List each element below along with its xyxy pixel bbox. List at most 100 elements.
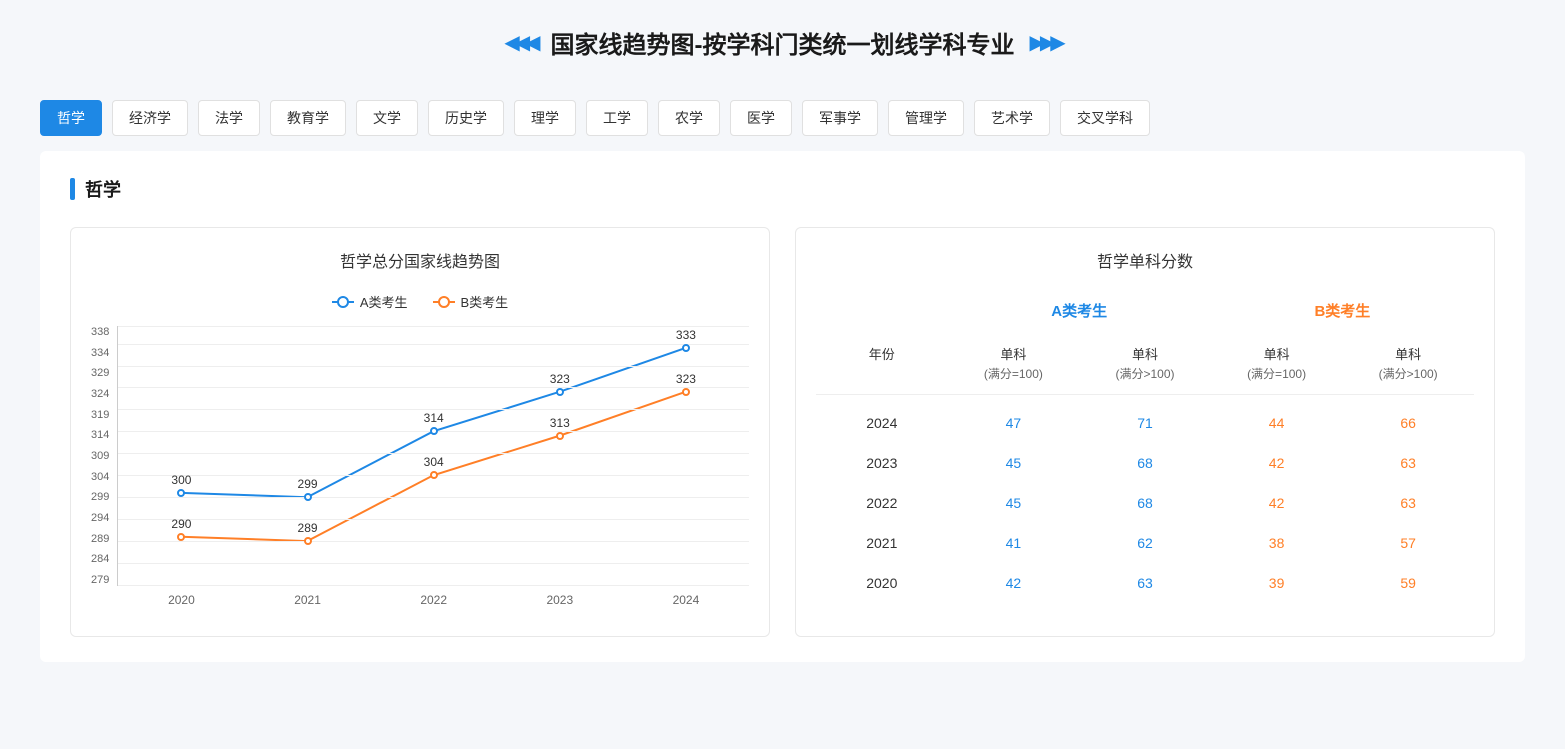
tab-subject[interactable]: 历史学	[428, 100, 504, 136]
table-blank-header	[816, 292, 948, 329]
y-tick: 338	[91, 326, 109, 338]
y-tick: 299	[91, 491, 109, 503]
table-body: 2024477144662023456842632022456842632021…	[816, 403, 1474, 603]
chart-title: 哲学总分国家线趋势图	[91, 248, 749, 272]
grid-line	[118, 585, 749, 586]
chart-point[interactable]	[556, 432, 564, 440]
section-accent-bar	[70, 178, 75, 200]
x-tick: 2022	[420, 593, 447, 607]
content-card: 哲学 哲学总分国家线趋势图 A类考生 B类考生 3383343293243193…	[40, 151, 1525, 662]
tab-subject[interactable]: 教育学	[270, 100, 346, 136]
x-tick: 2024	[673, 593, 700, 607]
section-title-text: 哲学	[85, 176, 121, 202]
cell-b1: 38	[1211, 535, 1343, 551]
cell-year: 2022	[816, 495, 948, 511]
table-row: 202141623857	[816, 523, 1474, 563]
cell-year: 2023	[816, 455, 948, 471]
y-tick: 324	[91, 388, 109, 400]
table-row: 202345684263	[816, 443, 1474, 483]
cell-b2: 63	[1342, 495, 1474, 511]
chart-plot: 20202021202220232024 3002993143233332902…	[117, 326, 749, 586]
tab-subject[interactable]: 管理学	[888, 100, 964, 136]
legend-label-a: A类考生	[360, 292, 408, 311]
y-tick: 284	[91, 553, 109, 565]
cell-b1: 42	[1211, 495, 1343, 511]
tab-subject[interactable]: 文学	[356, 100, 418, 136]
arrow-left-icon: ◀◀◀	[504, 30, 535, 55]
y-tick: 279	[91, 574, 109, 586]
grid-line	[118, 519, 749, 520]
arrow-right-icon: ▶▶▶	[1030, 30, 1061, 55]
tab-subject[interactable]: 理学	[514, 100, 576, 136]
chart-data-label: 323	[550, 372, 570, 386]
cell-a1: 45	[948, 495, 1080, 511]
grid-line	[118, 453, 749, 454]
cell-a1: 41	[948, 535, 1080, 551]
chart-data-label: 300	[171, 473, 191, 487]
chart-point[interactable]	[430, 427, 438, 435]
legend-item-b[interactable]: B类考生	[433, 292, 509, 311]
chart-x-axis: 20202021202220232024	[118, 593, 749, 607]
chart-point[interactable]	[304, 537, 312, 545]
col-header-b2: 单科 (满分>100)	[1342, 344, 1474, 382]
col-header-year: 年份	[816, 344, 948, 382]
table-row: 202042633959	[816, 563, 1474, 603]
grid-line	[118, 387, 749, 388]
table-header-group-b: B类考生	[1211, 292, 1474, 329]
y-tick: 309	[91, 450, 109, 462]
grid-line	[118, 497, 749, 498]
legend-item-a[interactable]: A类考生	[332, 292, 408, 311]
tab-subject[interactable]: 法学	[198, 100, 260, 136]
cell-year: 2021	[816, 535, 948, 551]
cell-b1: 42	[1211, 455, 1343, 471]
tab-subject[interactable]: 农学	[658, 100, 720, 136]
chart-point[interactable]	[304, 493, 312, 501]
tab-subject[interactable]: 艺术学	[974, 100, 1050, 136]
chart-data-label: 299	[298, 477, 318, 491]
y-tick: 329	[91, 367, 109, 379]
tab-subject[interactable]: 哲学	[40, 100, 102, 136]
y-tick: 294	[91, 512, 109, 524]
legend-marker-a	[332, 301, 354, 303]
grid-line	[118, 366, 749, 367]
tab-subject[interactable]: 军事学	[802, 100, 878, 136]
table-group-header: A类考生 B类考生	[816, 292, 1474, 329]
cell-year: 2020	[816, 575, 948, 591]
col-header-a2: 单科 (满分>100)	[1079, 344, 1211, 382]
cell-a2: 68	[1079, 495, 1211, 511]
tab-subject[interactable]: 医学	[730, 100, 792, 136]
col-header-a1: 单科 (满分=100)	[948, 344, 1080, 382]
table-row: 202447714466	[816, 403, 1474, 443]
chart-point[interactable]	[177, 489, 185, 497]
tab-subject[interactable]: 经济学	[112, 100, 188, 136]
col-header-b1: 单科 (满分=100)	[1211, 344, 1343, 382]
grid-line	[118, 563, 749, 564]
x-tick: 2021	[294, 593, 321, 607]
y-tick: 314	[91, 429, 109, 441]
chart-legend: A类考生 B类考生	[91, 292, 749, 311]
panels-row: 哲学总分国家线趋势图 A类考生 B类考生 3383343293243193143…	[70, 227, 1495, 637]
cell-b1: 44	[1211, 415, 1343, 431]
chart-data-label: 289	[298, 521, 318, 535]
chart-point[interactable]	[556, 388, 564, 396]
chart-data-label: 304	[424, 455, 444, 469]
chart-data-label: 290	[171, 517, 191, 531]
chart-data-label: 323	[676, 372, 696, 386]
chart-point[interactable]	[682, 388, 690, 396]
table-panel: 哲学单科分数 A类考生 B类考生 年份 单科 (满分=100) 单科 (满分>1…	[795, 227, 1495, 637]
chart-point[interactable]	[682, 344, 690, 352]
table-title: 哲学单科分数	[816, 248, 1474, 272]
table-column-header: 年份 单科 (满分=100) 单科 (满分>100) 单科 (满分=100) 单…	[816, 344, 1474, 395]
tab-subject[interactable]: 交叉学科	[1060, 100, 1150, 136]
chart-point[interactable]	[177, 533, 185, 541]
cell-b2: 63	[1342, 455, 1474, 471]
chart-data-label: 314	[424, 411, 444, 425]
chart-panel: 哲学总分国家线趋势图 A类考生 B类考生 3383343293243193143…	[70, 227, 770, 637]
x-tick: 2023	[546, 593, 573, 607]
grid-line	[118, 409, 749, 410]
cell-b2: 66	[1342, 415, 1474, 431]
chart-point[interactable]	[430, 471, 438, 479]
cell-a2: 71	[1079, 415, 1211, 431]
chart-data-label: 313	[550, 416, 570, 430]
tab-subject[interactable]: 工学	[586, 100, 648, 136]
